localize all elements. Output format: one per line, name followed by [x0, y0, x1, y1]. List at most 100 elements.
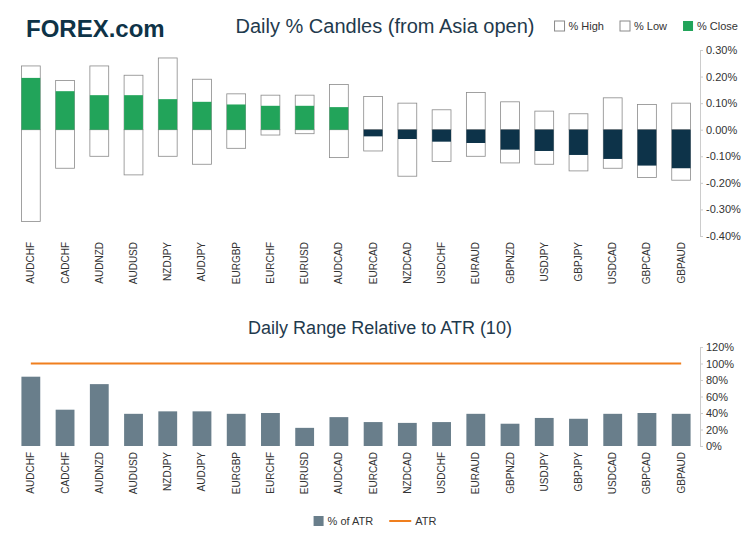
bar [672, 130, 691, 169]
y-tick-mark [700, 77, 703, 78]
x-tick: AUDJPY [196, 242, 207, 282]
bar-series [21, 78, 690, 168]
bar [398, 103, 417, 130]
y-axis-line [701, 51, 704, 237]
bar [56, 410, 75, 446]
bar [466, 130, 485, 143]
bar [432, 110, 451, 130]
legend-swatch [620, 21, 630, 31]
x-tick-label: EURCHF [265, 242, 276, 284]
y-tick-mark [700, 50, 703, 51]
legend-label: % Low [634, 20, 667, 32]
chart: Daily Range Relative to ATR (10)0%20%40%… [21, 318, 734, 527]
y-tick: 60% [700, 391, 728, 403]
y-tick: 40% [700, 407, 728, 419]
x-tick: EURAUD [470, 242, 481, 284]
y-tick-label: 0% [706, 440, 722, 452]
y-tick: 0% [700, 440, 722, 452]
y-tick-label: 20% [706, 424, 728, 436]
y-tick: 100% [700, 358, 734, 370]
y-axis-line [701, 348, 704, 447]
bar [295, 95, 314, 130]
y-tick-mark [700, 156, 703, 157]
x-tick: NZDJPY [162, 452, 173, 491]
y-tick-label: 0.10% [706, 97, 737, 109]
x-tick: GBPNZD [505, 452, 516, 494]
x-tick-label: GBPNZD [505, 452, 516, 494]
bar [466, 130, 485, 157]
bar [227, 104, 246, 129]
bar [158, 411, 177, 446]
x-tick: EURCHF [265, 452, 276, 494]
bar [569, 130, 588, 155]
x-tick: GBPCAD [641, 452, 652, 494]
logo: FOREX.com [26, 15, 165, 42]
x-tick-label: GBPJPY [573, 242, 584, 282]
y-tick-mark [700, 413, 703, 414]
x-tick: EURGBP [231, 242, 242, 285]
y-tick-mark [700, 130, 703, 131]
bar [193, 130, 212, 165]
y-tick: 0.30% [700, 44, 737, 56]
x-axis: AUDCHFCADCHFAUDNZDAUDUSDNZDJPYAUDJPYEURG… [25, 452, 686, 495]
x-tick: AUDCHF [25, 242, 36, 284]
x-tick-label: EURUSD [299, 452, 310, 494]
x-tick-label: AUDCHF [25, 242, 36, 284]
y-tick: 80% [700, 374, 728, 386]
bar [227, 94, 246, 130]
bar [124, 414, 143, 446]
x-tick: GBPNZD [505, 242, 516, 284]
x-tick: EURCAD [368, 452, 379, 494]
y-tick-mark [700, 103, 703, 104]
legend-item: ATR [389, 515, 436, 527]
bar [329, 107, 348, 130]
y-tick-mark [700, 397, 703, 398]
y-axis: 0%20%40%60%80%100%120% [700, 341, 734, 452]
bar [672, 130, 691, 180]
bar [432, 130, 451, 162]
bar [56, 81, 75, 130]
bar [158, 99, 177, 130]
y-tick-label: -0.10% [706, 150, 741, 162]
bar [569, 114, 588, 130]
x-tick: AUDNZD [94, 452, 105, 494]
y-tick: -0.10% [700, 150, 741, 162]
bar [535, 111, 554, 130]
y-tick-label: 0.00% [706, 124, 737, 136]
y-tick-mark [700, 430, 703, 431]
bar [364, 97, 383, 130]
x-tick-label: USDJPY [539, 242, 550, 282]
bar [364, 422, 383, 446]
x-tick-label: AUDNZD [94, 452, 105, 494]
x-tick: GBPJPY [573, 452, 584, 492]
legend-swatch [389, 520, 411, 522]
x-tick-label: AUDCAD [333, 452, 344, 494]
x-tick: CADCHF [60, 242, 71, 284]
bar [261, 95, 280, 130]
legend-swatch [555, 21, 565, 31]
x-tick: NZDCAD [402, 452, 413, 494]
x-tick: CADCHF [60, 452, 71, 494]
bar [501, 424, 520, 446]
bar [501, 130, 520, 150]
bar [466, 414, 485, 446]
bar [295, 130, 314, 134]
y-tick-label: -0.40% [706, 230, 741, 242]
legend-item: % Close [683, 20, 738, 32]
legend-item: % of ATR [314, 515, 374, 527]
bar [158, 58, 177, 130]
bar [672, 414, 691, 446]
x-tick-label: AUDUSD [128, 452, 139, 494]
bar [603, 130, 622, 169]
bar [364, 130, 383, 151]
y-tick: 0.20% [700, 71, 737, 83]
y-tick: 0.10% [700, 97, 737, 109]
x-tick-label: GBPCAD [641, 452, 652, 494]
bar [193, 411, 212, 446]
bar-series [21, 58, 690, 130]
title: Daily % Candles (from Asia open) [235, 15, 534, 37]
y-tick-mark [700, 364, 703, 365]
x-tick: AUDCAD [333, 452, 344, 494]
bar [90, 130, 109, 157]
bar [398, 423, 417, 446]
